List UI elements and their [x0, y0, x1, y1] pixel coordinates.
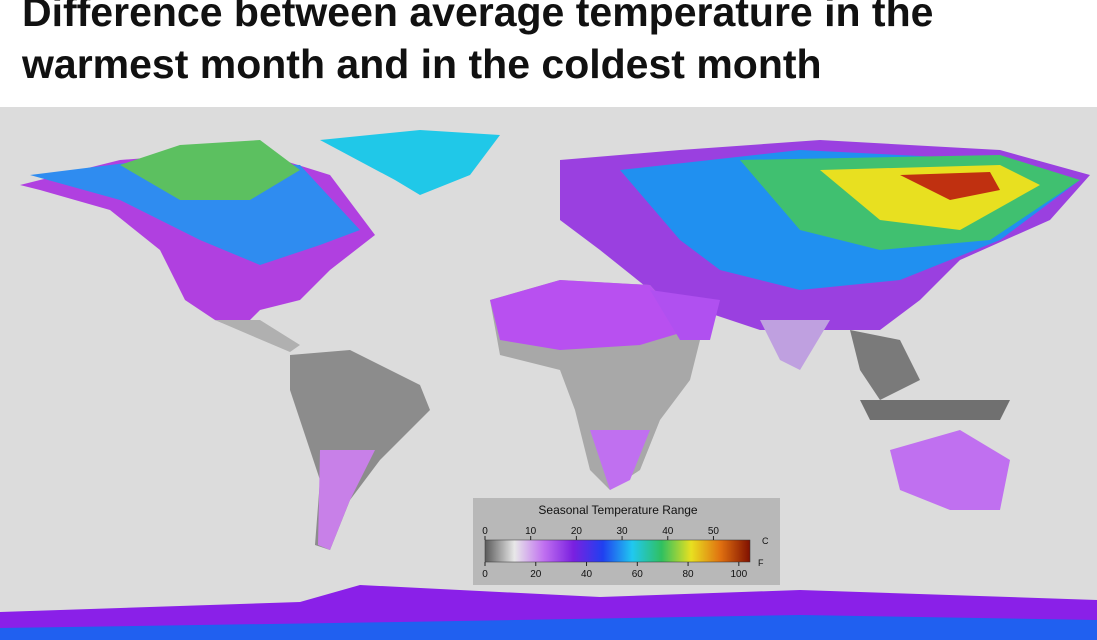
- map: Seasonal Temperature Range C F 0 10 20 30 40…: [0, 107, 1097, 640]
- legend: Seasonal Temperature Range C F 0 10 20 30 40…: [473, 498, 780, 585]
- tick-label: 50: [708, 526, 720, 537]
- tick-label: 30: [617, 526, 629, 537]
- tick-label: 80: [683, 569, 695, 580]
- unit-label: C: [762, 536, 769, 546]
- tick-label: 40: [662, 526, 674, 537]
- tick-label: 100: [730, 569, 747, 580]
- color-bar: [484, 539, 751, 563]
- tick-label: 10: [525, 526, 537, 537]
- legend-title: Seasonal Temperature Range: [538, 503, 698, 517]
- unit-label: F: [758, 558, 764, 568]
- tick-label: 40: [581, 569, 593, 580]
- tick-label: 20: [571, 526, 583, 537]
- land: [0, 130, 1097, 640]
- tick-label: 60: [632, 569, 644, 580]
- tick-label: 0: [482, 526, 488, 537]
- title: Difference between average temperature i…: [22, 0, 934, 87]
- tick-label: 20: [530, 569, 542, 580]
- tick-label: 0: [482, 569, 488, 580]
